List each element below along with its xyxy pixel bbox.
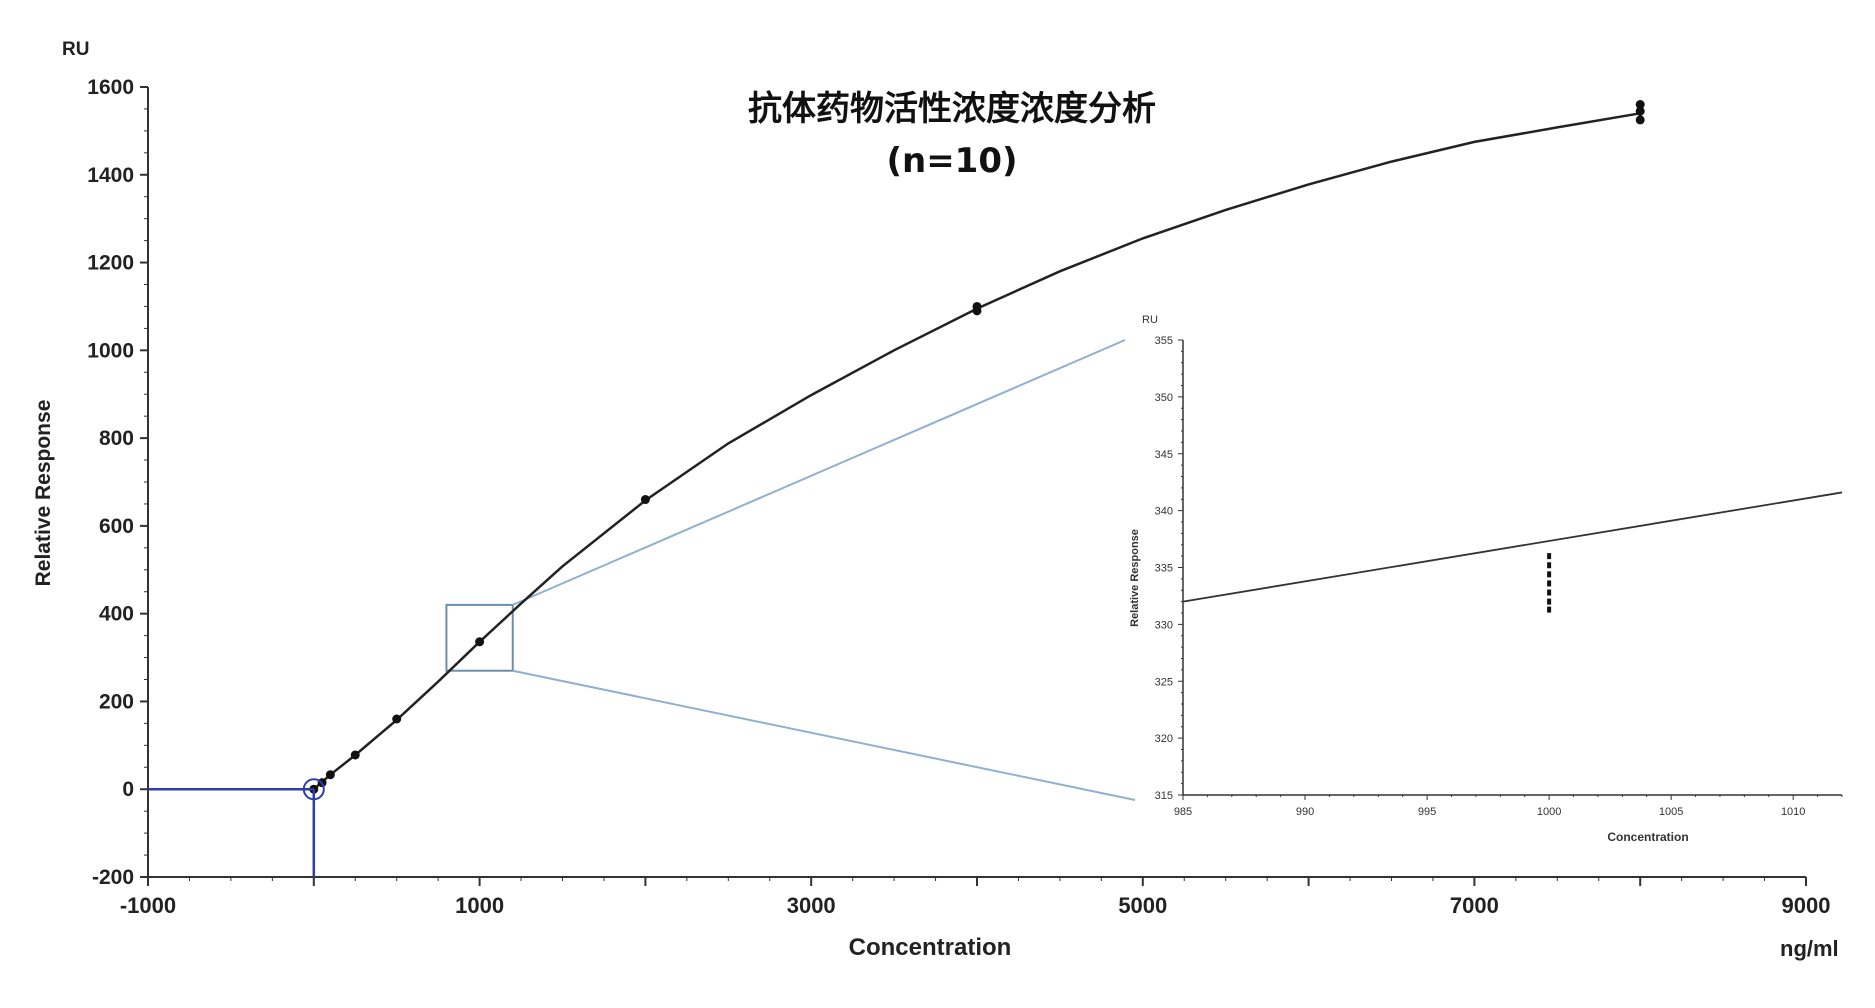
y-tick-label: 1600 — [87, 76, 134, 99]
main-ticks: -200 0 200 400 600 800 1000 1200 1400 1600 -1000 10… — [87, 76, 1830, 918]
y-tick-label: 400 — [99, 603, 134, 626]
main-axes — [147, 87, 1806, 878]
data-point — [325, 770, 335, 780]
y-tick-label: 200 — [99, 690, 134, 713]
data-point — [392, 714, 402, 724]
y-tick-label: 1000 — [87, 339, 134, 362]
inset-y-tick-label: 330 — [1155, 619, 1173, 631]
data-point — [972, 301, 982, 311]
inset-y-tick-label: 325 — [1155, 676, 1173, 688]
x-unit-label: ng/ml — [1780, 936, 1839, 961]
data-point — [640, 495, 650, 505]
x-axis-title: Concentration — [849, 934, 1012, 961]
inset-data-point — [1547, 553, 1552, 560]
inset-y-tick-label: 335 — [1155, 563, 1173, 575]
y-axis-title: Relative Response — [32, 400, 55, 587]
inset-x-tick-label: 990 — [1296, 806, 1314, 818]
inset-chart: RU Concentration Relative Response 315 32… — [1129, 314, 1843, 844]
inset-x-tick-label: 1005 — [1659, 806, 1683, 818]
inset-data-point — [1547, 571, 1552, 578]
inset-x-tick-label: 1010 — [1781, 806, 1805, 818]
inset-x-tick-label: 1000 — [1537, 806, 1561, 818]
inset-data-point — [1547, 606, 1552, 613]
inset-x-tick-label: 985 — [1174, 806, 1192, 818]
y-tick-label: 600 — [99, 515, 134, 538]
inset-fit-line — [1182, 491, 1843, 603]
zoom-group — [445, 339, 1136, 801]
inset-y-tick-label: 345 — [1155, 449, 1173, 461]
data-point — [1635, 100, 1645, 110]
inset-y-tick-label: 340 — [1155, 506, 1173, 518]
inset-y-unit: RU — [1142, 314, 1158, 326]
zoom-box — [445, 603, 514, 672]
inset-y-tick-label: 320 — [1155, 733, 1173, 745]
y-tick-label: -200 — [92, 866, 134, 889]
x-tick-label: 1000 — [455, 893, 504, 918]
zoom-connector-top — [512, 339, 1126, 606]
fit-curve — [312, 112, 1641, 791]
inset-y-axis-title: Relative Response — [1129, 529, 1141, 627]
inset-y-tick-label: 355 — [1155, 335, 1173, 347]
inset-data-point — [1547, 598, 1552, 605]
inset-data-point — [1547, 562, 1552, 569]
inset-data-point — [1547, 580, 1552, 587]
inset-y-tick-label: 315 — [1155, 790, 1173, 802]
plot-area — [309, 100, 1645, 794]
y-tick-label: 1200 — [87, 252, 134, 275]
inset-ticks: 315 320 325 330 335 340 345 350 355 985 990 995 1000… — [1155, 335, 1843, 818]
inset-y-tick-label: 350 — [1155, 392, 1173, 404]
inset-x-axis-title: Concentration — [1607, 830, 1688, 844]
data-point — [1635, 115, 1645, 125]
x-tick-label: 3000 — [787, 893, 836, 918]
x-tick-label: 9000 — [1782, 893, 1831, 918]
x-tick-label: 7000 — [1450, 893, 1499, 918]
data-point — [475, 637, 485, 647]
chart-subtitle: (n=10) — [886, 141, 1017, 181]
data-point — [350, 750, 360, 760]
inset-axes — [1182, 340, 1842, 796]
data-point — [1635, 106, 1645, 116]
inset-x-tick-label: 995 — [1418, 806, 1436, 818]
x-tick-label: -1000 — [120, 893, 176, 918]
y-tick-label: 800 — [99, 427, 134, 450]
y-tick-label: 1400 — [87, 164, 134, 187]
inset-plot — [1182, 491, 1843, 613]
y-tick-label: 0 — [122, 778, 134, 801]
zoom-connector-bottom — [512, 669, 1136, 801]
x-tick-label: 5000 — [1118, 893, 1167, 918]
inset-data-point — [1547, 589, 1552, 596]
lod-marker — [148, 778, 325, 877]
lod-circle — [302, 778, 325, 801]
chart-title: 抗体药物活性浓度浓度分析 — [748, 89, 1156, 129]
y-unit-label: RU — [62, 39, 89, 60]
